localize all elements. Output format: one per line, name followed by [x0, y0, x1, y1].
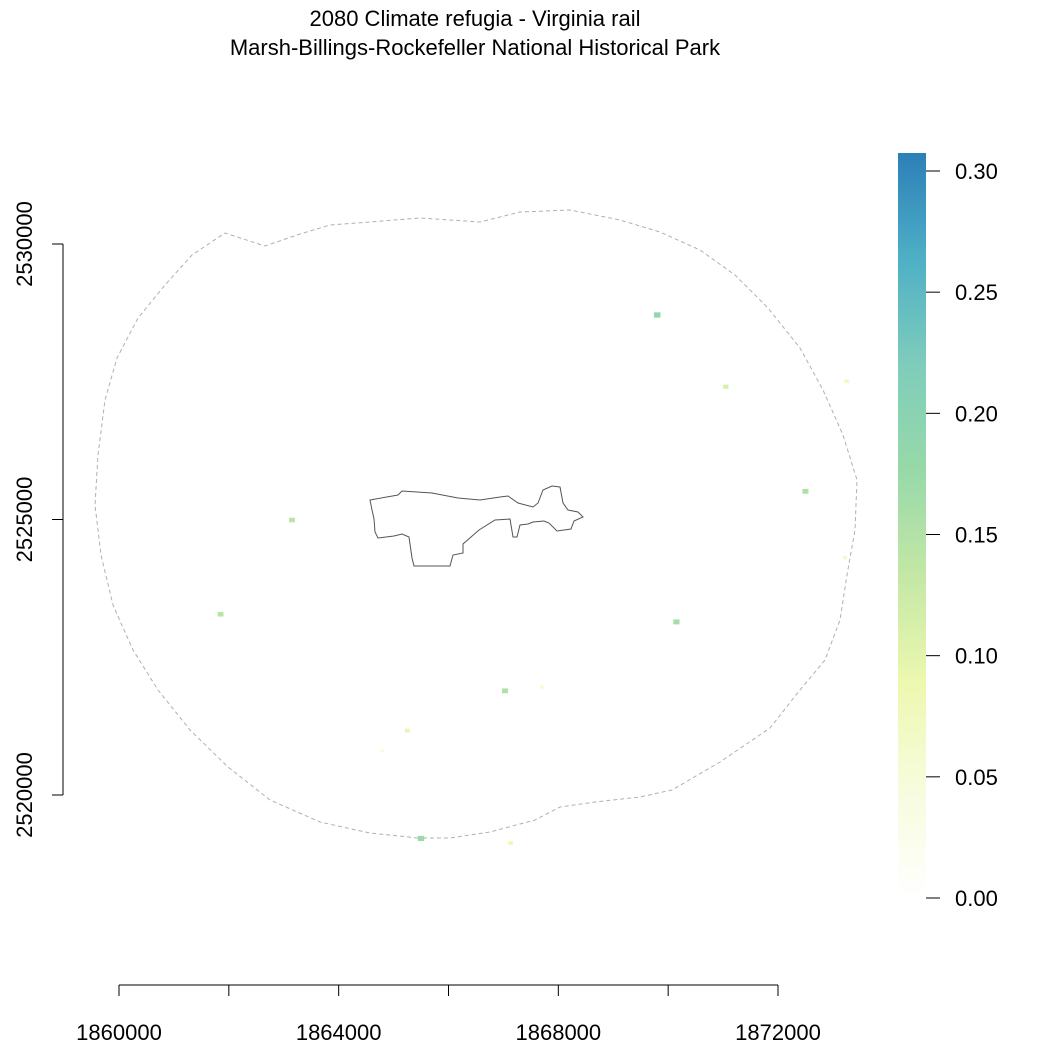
refugia-cell [842, 555, 848, 560]
refugia-cell [802, 488, 809, 494]
refugia-cells [217, 312, 849, 845]
refugia-cell [723, 384, 729, 389]
x-tick-label: 1860000 [76, 1020, 162, 1045]
y-tick-label: 2520000 [12, 752, 37, 838]
refugia-cell [380, 749, 385, 753]
refugia-cell [404, 728, 410, 733]
refugia-cell [844, 379, 849, 384]
legend-tick-label: 0.05 [955, 765, 998, 790]
refugia-cell [417, 835, 425, 841]
buffer-boundary [94, 209, 858, 839]
legend-gradient-bar [898, 153, 926, 898]
refugia-cell [289, 517, 295, 523]
map-subtitle: Marsh-Billings-Rockefeller National Hist… [229, 35, 721, 60]
legend-colorbar: 0.00 0.05 0.10 0.15 0.20 0.25 0.30 [898, 153, 998, 911]
legend-tick-label: 0.15 [955, 523, 998, 548]
refugia-cell [539, 685, 544, 689]
y-tick-label: 2530000 [12, 201, 37, 287]
x-tick-label: 1868000 [516, 1020, 602, 1045]
y-tick-label: 2525000 [12, 477, 37, 563]
park-boundary [369, 485, 584, 567]
x-tick-label: 1872000 [735, 1020, 821, 1045]
x-tick-label: 1864000 [296, 1020, 382, 1045]
legend-tick-label: 0.30 [955, 159, 998, 184]
map-title: 2080 Climate refugia - Virginia rail [309, 6, 641, 31]
refugia-cell [673, 619, 680, 625]
legend-tick-label: 0.00 [955, 886, 998, 911]
legend-tick-label: 0.20 [955, 401, 998, 426]
legend-tick-label: 0.25 [955, 280, 998, 305]
x-axis: 1860000 1864000 1868000 1872000 [76, 984, 821, 1045]
refugia-cell [508, 841, 513, 845]
legend-tick-label: 0.10 [955, 644, 998, 669]
refugia-cell [502, 688, 509, 694]
refugia-cell [653, 312, 661, 318]
y-axis: 2520000 2525000 2530000 [12, 201, 64, 838]
refugia-cell [217, 611, 224, 617]
